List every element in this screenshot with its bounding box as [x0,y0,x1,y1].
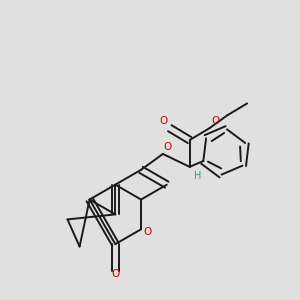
Text: O: O [160,116,168,126]
Text: O: O [143,227,151,237]
Text: O: O [111,269,119,279]
Text: O: O [164,142,172,152]
Text: H: H [194,171,201,181]
Text: O: O [212,116,220,126]
